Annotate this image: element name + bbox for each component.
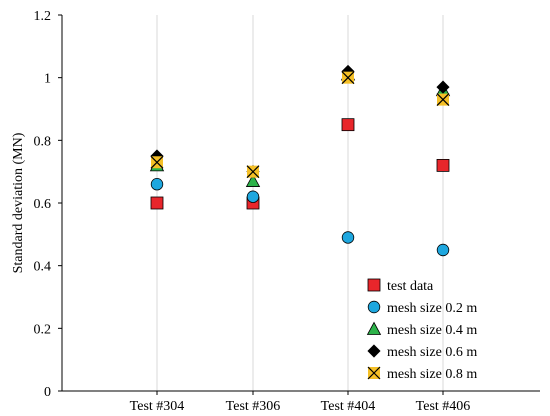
- y-tick-label: 0: [44, 385, 51, 400]
- y-tick-label: 1: [44, 72, 51, 87]
- legend-marker-5: [367, 366, 381, 380]
- legend-marker-4: [367, 344, 381, 358]
- point-diamond-4: [436, 80, 450, 94]
- y-tick-label: 1.2: [34, 9, 52, 24]
- x-category-label: Test #304: [130, 399, 185, 414]
- point-triangle-2: [245, 173, 261, 187]
- legend-label-5: mesh size 0.8 m: [387, 367, 477, 382]
- legend-marker-2: [367, 300, 381, 314]
- point-circle-1: [150, 177, 164, 191]
- point-square-3: [341, 118, 355, 132]
- legend-label-2: mesh size 0.2 m: [387, 301, 477, 316]
- point-x-square-1: [150, 155, 164, 169]
- x-category-label: Test #404: [321, 399, 376, 414]
- y-axis-label: Standard deviation (MN): [11, 132, 26, 273]
- point-x-square-3: [341, 71, 355, 85]
- y-tick-label: 0.2: [34, 322, 52, 337]
- point-square-4: [436, 158, 450, 172]
- legend-marker-3: [366, 321, 382, 335]
- point-square-1: [150, 196, 164, 210]
- x-category-labels: Test #304 Test #306 Test #404 Test #406: [130, 391, 471, 414]
- data-points: [149, 64, 451, 257]
- legend-marker-1: [367, 278, 381, 292]
- legend-label-1: test data: [387, 279, 434, 294]
- point-circle-2: [246, 190, 260, 203]
- y-tick-label: 0.4: [34, 260, 52, 275]
- y-tick-label: 0.8: [34, 134, 52, 149]
- point-x-square-2: [246, 165, 260, 179]
- y-tick-label: 0.6: [34, 197, 52, 212]
- y-tick-labels: 0 0.2 0.4 0.6 0.8 1 1.2: [34, 9, 62, 400]
- point-circle-3: [341, 231, 355, 244]
- point-circle-4: [436, 243, 450, 257]
- point-x-square-4: [436, 93, 450, 107]
- x-category-label: Test #306: [226, 399, 281, 414]
- x-category-label: Test #406: [416, 399, 471, 414]
- legend-label-4: mesh size 0.6 m: [387, 345, 477, 360]
- legend-label-3: mesh size 0.4 m: [387, 323, 477, 338]
- legend: test data mesh size 0.2 m mesh size 0.4 m m…: [366, 278, 477, 382]
